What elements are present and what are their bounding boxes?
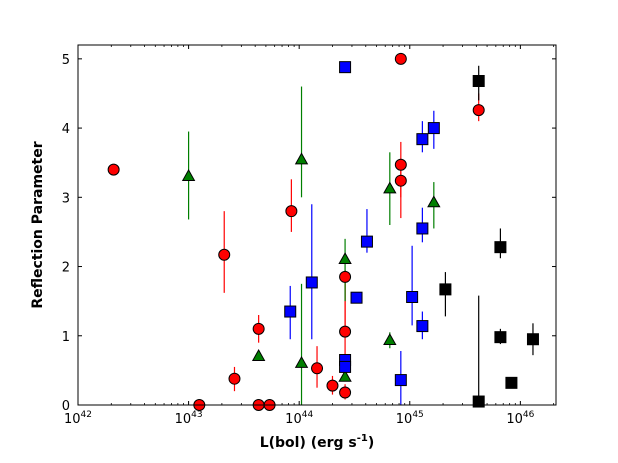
red-circles-point [218,248,231,261]
x-tick-label-exponent: 45 [412,410,423,420]
red-circles-point [326,379,339,392]
red-circles-point [339,270,352,283]
red-circles-point [107,163,120,176]
red-circles-point [339,325,352,338]
data-markers [107,52,539,411]
x-axis-title-main: L(bol) (erg s [260,435,357,451]
y-tick-label: 2 [62,261,70,276]
x-tick-label-base: 10 [506,412,523,427]
x-tick-label-base: 10 [396,412,413,427]
black-squares-point [472,395,485,408]
red-circles-point [285,205,298,218]
green-triangles-point [338,252,352,265]
blue-squares-point [360,235,373,248]
x-axis-title-close: ) [368,435,374,451]
black-squares-point [439,283,452,296]
y-tick-label: 1 [62,330,70,345]
y-axis-title: Reflection Parameter [30,141,46,308]
x-tick-label-exponent: 46 [523,410,535,420]
x-tick-label: 1045 [396,410,424,427]
red-circles-point [252,322,265,335]
blue-squares-point [416,222,429,235]
y-tick-label: 0 [62,399,70,414]
black-squares-point [494,241,507,254]
y-tick-label: 4 [62,122,70,137]
x-tick-label-exponent: 43 [191,410,202,420]
green-triangles-point [427,195,441,208]
green-triangles-point [294,355,309,368]
blue-squares-point [394,374,407,387]
x-tick-label-base: 10 [175,412,192,427]
red-circles-point [311,362,324,375]
black-squares-point [472,75,485,87]
blue-squares-point [305,276,318,289]
red-circles-point [228,372,241,385]
blue-squares-point [416,133,429,146]
x-tick-label-exponent: 42 [81,410,92,420]
x-tick-label: 1043 [175,410,203,427]
black-squares-point [494,331,507,344]
x-tick-label: 1046 [506,410,534,427]
x-tick-label-base: 10 [64,412,81,427]
green-triangles-point [383,333,397,346]
red-circles-point [339,386,352,399]
x-tick-label-base: 10 [285,412,302,427]
x-tick-label-exponent: 44 [302,410,314,420]
green-triangles-point [294,152,309,165]
blue-squares-point [427,122,440,135]
blue-squares-point [339,61,352,74]
green-triangles-point [383,181,397,194]
x-tick-label: 1044 [285,410,313,427]
plot-frame [77,44,557,406]
x-major-ticks: 1042 1043 1044 1045 1046 [64,45,535,427]
red-circles-point [394,174,407,187]
blue-squares-point [350,291,363,304]
x-axis-title-superscript: -1 [357,433,368,444]
blue-squares-point [416,320,429,333]
blue-squares-point [339,360,352,373]
blue-squares-point [284,305,297,318]
x-tick-label: 1042 [64,410,92,427]
red-circles-point [394,52,407,65]
y-tick-label: 5 [62,53,70,68]
green-triangles-point [181,169,196,181]
red-circles-point [472,104,485,117]
black-squares-point [505,376,518,389]
black-squares-point [526,333,539,346]
blue-squares-point [406,291,419,303]
x-axis-title: L(bol) (erg s-1) [260,433,375,451]
y-tick-label: 3 [62,191,70,206]
green-triangles-point [251,349,266,361]
green-triangles-point [338,369,352,382]
red-circles-point [394,158,407,171]
